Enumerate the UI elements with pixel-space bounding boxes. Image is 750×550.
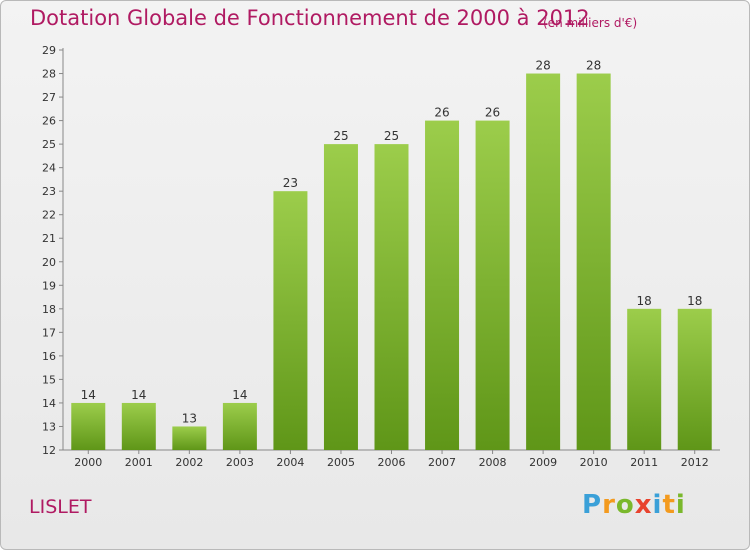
logo-letter: i bbox=[675, 490, 686, 520]
y-tick-label: 24 bbox=[42, 162, 56, 175]
logo-letter: r bbox=[602, 490, 616, 520]
bar-value-label: 14 bbox=[232, 388, 247, 402]
proxiti-logo[interactable]: Proxiti bbox=[582, 490, 686, 520]
x-tick-label: 2005 bbox=[327, 456, 355, 469]
bar bbox=[323, 144, 358, 450]
x-tick-label: 2008 bbox=[479, 456, 507, 469]
bar bbox=[71, 402, 106, 450]
commune-name: LISLET bbox=[29, 496, 92, 518]
bar bbox=[273, 191, 308, 451]
y-tick-label: 26 bbox=[42, 115, 56, 128]
bar bbox=[677, 308, 712, 450]
bar-value-label: 25 bbox=[384, 129, 399, 143]
bar bbox=[526, 73, 561, 450]
y-tick-label: 17 bbox=[42, 326, 56, 339]
bar bbox=[374, 144, 409, 450]
y-tick-label: 12 bbox=[42, 444, 56, 457]
bar-value-label: 14 bbox=[131, 388, 146, 402]
chart-title: Dotation Globale de Fonctionnement de 20… bbox=[30, 6, 590, 30]
x-tick-label: 2001 bbox=[125, 456, 153, 469]
bars: 14 14 13 14 23 25 25 26 26 28 28 18 18 bbox=[71, 59, 712, 451]
x-tick-label: 2002 bbox=[175, 456, 203, 469]
bar-value-label: 25 bbox=[333, 129, 348, 143]
bar-value-label: 26 bbox=[485, 106, 500, 120]
bar-value-label: 18 bbox=[687, 294, 702, 308]
x-tick-label: 2012 bbox=[681, 456, 709, 469]
y-tick-label: 27 bbox=[42, 91, 56, 104]
bar bbox=[121, 402, 156, 450]
logo-letter: t bbox=[662, 490, 676, 520]
x-tick-label: 2010 bbox=[580, 456, 608, 469]
logo-letter: o bbox=[615, 490, 635, 520]
bar bbox=[222, 402, 257, 450]
y-tick-label: 20 bbox=[42, 256, 56, 269]
x-tick-label: 2003 bbox=[226, 456, 254, 469]
bar-value-label: 23 bbox=[283, 176, 298, 190]
bar bbox=[576, 73, 611, 450]
x-tick-label: 2004 bbox=[276, 456, 304, 469]
y-tick-label: 14 bbox=[42, 397, 56, 410]
logo-letter: x bbox=[634, 490, 653, 520]
y-tick-label: 18 bbox=[42, 303, 56, 316]
x-tick-label: 2011 bbox=[630, 456, 658, 469]
chart-subtitle: (en milliers d'€) bbox=[543, 16, 638, 30]
bar bbox=[425, 120, 460, 451]
bar-value-label: 28 bbox=[535, 59, 550, 73]
x-tick-label: 2006 bbox=[378, 456, 406, 469]
logo-letter: i bbox=[652, 490, 663, 520]
logo-letter: P bbox=[582, 490, 603, 520]
y-tick-label: 21 bbox=[42, 232, 56, 245]
y-tick-label: 25 bbox=[42, 138, 56, 151]
x-tick-label: 2009 bbox=[529, 456, 557, 469]
bar-value-label: 14 bbox=[81, 388, 96, 402]
y-tick-label: 15 bbox=[42, 373, 56, 386]
y-tick-label: 28 bbox=[42, 68, 56, 81]
y-tick-label: 23 bbox=[42, 185, 56, 198]
y-tick-label: 16 bbox=[42, 350, 56, 363]
y-tick-label: 13 bbox=[42, 420, 56, 433]
y-tick-label: 29 bbox=[42, 44, 56, 57]
bar bbox=[475, 120, 510, 451]
bar-value-label: 13 bbox=[182, 411, 197, 425]
bar bbox=[627, 308, 662, 450]
x-tick-label: 2007 bbox=[428, 456, 456, 469]
bar-value-label: 26 bbox=[434, 106, 449, 120]
y-tick-label: 22 bbox=[42, 209, 56, 222]
y-tick-label: 19 bbox=[42, 279, 56, 292]
x-tick-label: 2000 bbox=[74, 456, 102, 469]
bar bbox=[172, 426, 207, 450]
bar-value-label: 28 bbox=[586, 59, 601, 73]
bar-value-label: 18 bbox=[637, 294, 652, 308]
